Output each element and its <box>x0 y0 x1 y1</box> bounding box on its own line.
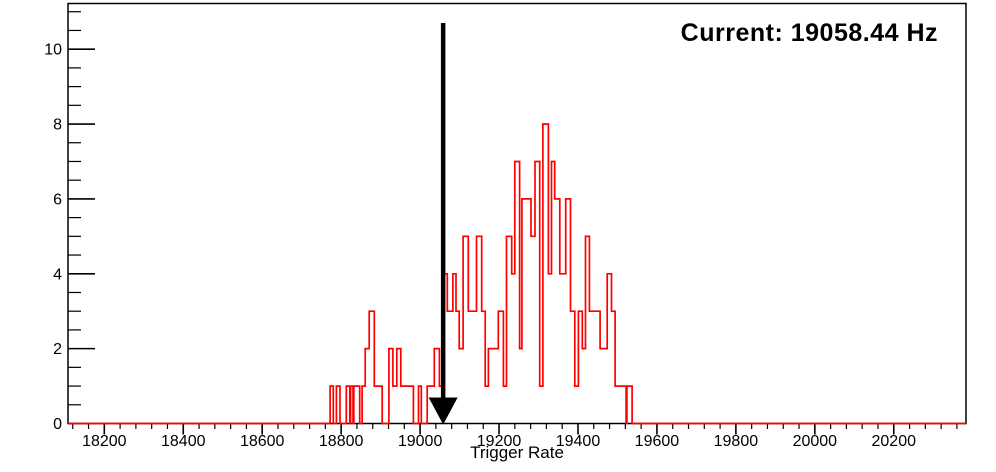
x-axis-tick-label: 20000 <box>793 433 838 450</box>
x-axis-tick-label: 19400 <box>556 433 601 450</box>
current-rate-label: Current: 19058.44 Hz <box>680 19 938 47</box>
x-axis-tick-label: 19000 <box>398 433 443 450</box>
x-axis-tick-label: 18800 <box>319 433 364 450</box>
x-axis-tick-label: 18400 <box>161 433 206 450</box>
x-axis-tick-label: 18600 <box>240 433 285 450</box>
x-axis-tick-label: 18200 <box>82 433 127 450</box>
x-axis-tick-label: 20200 <box>872 433 917 450</box>
x-axis-tick-label: 19600 <box>635 433 680 450</box>
y-axis-tick-label: 8 <box>53 117 62 134</box>
x-axis-tick-label: 19200 <box>477 433 522 450</box>
y-axis-tick-label: 4 <box>53 266 62 283</box>
y-axis-tick-label: 2 <box>53 341 62 358</box>
current-rate-arrow-head <box>428 397 458 425</box>
plot-frame <box>67 2 967 425</box>
histogram-line <box>68 123 966 425</box>
x-axis-tick-label: 19800 <box>714 433 759 450</box>
y-axis-tick-label: 10 <box>44 42 62 59</box>
y-axis-tick-label: 0 <box>53 416 62 433</box>
y-axis-tick-label: 6 <box>53 191 62 208</box>
x-axis-title: Trigger Rate <box>470 443 564 462</box>
